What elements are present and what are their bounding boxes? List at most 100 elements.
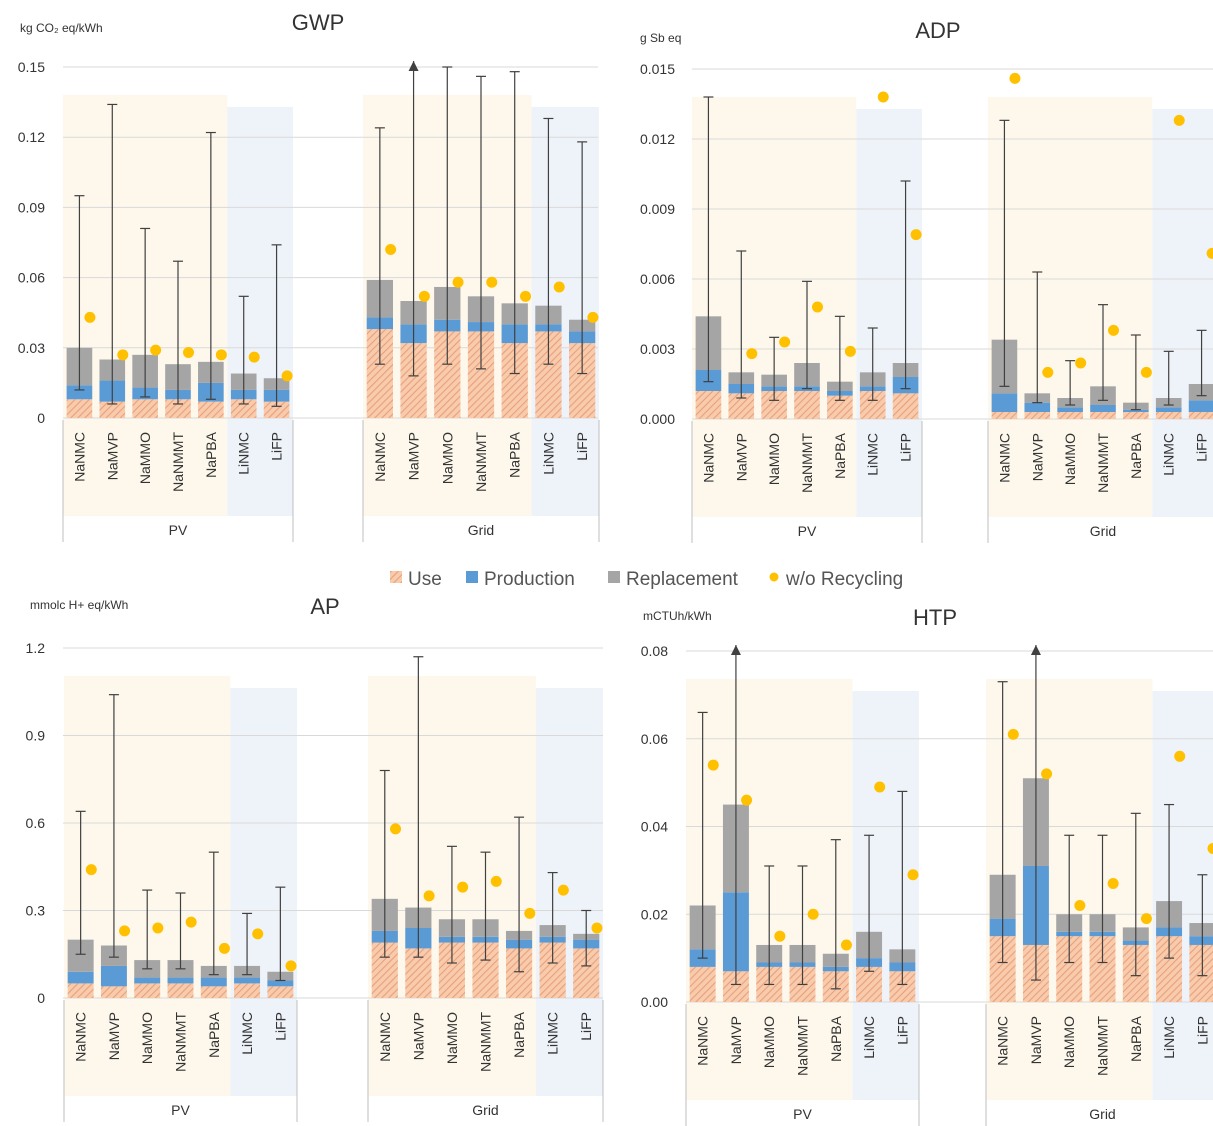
wo-recycling-dot — [877, 91, 889, 103]
group-label: PV — [169, 522, 188, 538]
wo-recycling-dot — [452, 276, 464, 288]
category-label: NaMMO — [139, 1012, 155, 1064]
legend-label-production: Production — [484, 569, 575, 590]
category-label: LiNMC — [239, 1012, 255, 1055]
category-label: NaMMO — [1061, 1016, 1077, 1068]
panel-title: ADP — [915, 18, 960, 43]
wo-recycling-dot — [1075, 357, 1087, 369]
category-label: NaNMC — [372, 432, 388, 482]
bar-segment-production — [200, 977, 227, 987]
y-tick-label: 0.003 — [640, 341, 675, 357]
bar-segment-production — [1057, 407, 1083, 412]
wo-recycling-dot — [812, 301, 824, 313]
bar-segment-production — [1189, 936, 1213, 945]
wo-recycling-dot — [85, 864, 97, 876]
y-axis-unit: kg CO₂ eq/kWh — [20, 21, 103, 35]
group-label: Grid — [1090, 523, 1116, 539]
y-tick-label: 0.03 — [18, 340, 45, 356]
category-label: NaMVP — [410, 1012, 426, 1060]
wo-recycling-dot — [557, 884, 569, 896]
wo-recycling-dot — [385, 244, 397, 256]
category-label: NaMVP — [1029, 433, 1045, 481]
bar-segment-use — [1155, 412, 1182, 419]
y-axis-unit: mmolc H+ eq/kWh — [30, 598, 128, 612]
bar-segment-use — [827, 395, 853, 419]
bar-segment-use — [165, 399, 191, 418]
y-tick-label: 0.00 — [641, 994, 668, 1010]
bar-segment-use — [794, 391, 820, 419]
wo-recycling-dot — [591, 922, 603, 934]
group-label: PV — [171, 1102, 190, 1118]
legend-swatch-production — [466, 571, 478, 583]
wo-recycling-dot — [1174, 750, 1186, 762]
category-label: NaMMO — [439, 432, 455, 484]
category-label: LiNMC — [545, 1012, 561, 1055]
category-label: NaMVP — [106, 1012, 122, 1060]
y-tick-label: 0 — [37, 410, 45, 426]
bar-segment-use — [132, 399, 158, 418]
panel-title: AP — [310, 594, 339, 619]
y-tick-label: 0.02 — [641, 906, 668, 922]
bar-segment-replacement — [1189, 923, 1213, 937]
bar-segment-production — [234, 977, 261, 984]
bar-segment-use — [66, 399, 93, 418]
band-li — [1152, 109, 1213, 517]
category-label: NaNMMT — [795, 1016, 811, 1076]
category-label: NaPBA — [511, 1011, 527, 1058]
y-tick-label: 0.006 — [640, 271, 675, 287]
wo-recycling-dot — [423, 890, 435, 902]
panel-title: HTP — [913, 605, 957, 630]
wo-recycling-dot — [119, 925, 131, 937]
category-label: NaNMMT — [173, 1012, 189, 1072]
category-label: NaNMC — [695, 1016, 711, 1066]
bar-segment-replacement — [1188, 384, 1213, 401]
y-axis-unit: mCTUh/kWh — [643, 609, 712, 623]
y-tick-label: 0.06 — [641, 731, 668, 747]
wo-recycling-dot — [390, 823, 402, 835]
bar-segment-use — [1090, 412, 1116, 419]
bar-segment-production — [991, 393, 1018, 412]
wo-recycling-dot — [84, 311, 96, 323]
bar-segment-production — [67, 971, 94, 984]
wo-recycling-dot — [1107, 878, 1119, 890]
y-tick-label: 0.09 — [18, 199, 45, 215]
wo-recycling-dot — [524, 907, 536, 919]
wo-recycling-dot — [874, 781, 886, 793]
bar-segment-use — [1024, 412, 1051, 419]
category-label: LiNMC — [865, 433, 881, 476]
bar-segment-use — [991, 412, 1018, 419]
category-label: NaNMC — [996, 433, 1012, 483]
category-label: LiNMC — [1161, 1016, 1177, 1059]
bar-segment-production — [1123, 409, 1149, 412]
wo-recycling-dot — [1074, 899, 1086, 911]
wo-recycling-dot — [1140, 366, 1152, 378]
bar-segment-use — [134, 983, 161, 998]
legend-label-wo_recycling: w/o Recycling — [785, 569, 903, 590]
category-label: LiNMC — [540, 432, 556, 475]
bar-segment-production — [167, 977, 194, 984]
band-li — [535, 688, 603, 1096]
wo-recycling-dot — [553, 281, 565, 293]
category-label: NaNMMT — [1095, 433, 1111, 493]
bar-segment-production — [1188, 400, 1213, 412]
category-label: NaNMC — [71, 432, 87, 482]
band-li — [852, 691, 919, 1100]
category-label: NaMMO — [766, 433, 782, 485]
bar-segment-production — [100, 965, 127, 987]
y-tick-label: 0.15 — [18, 59, 45, 75]
legend-label-replacement: Replacement — [626, 569, 739, 590]
wo-recycling-dot — [281, 370, 293, 382]
wo-recycling-dot — [1206, 247, 1213, 259]
wo-recycling-dot — [746, 348, 758, 360]
bar-segment-use — [167, 983, 194, 998]
category-label: NaPBA — [832, 432, 848, 479]
category-label: NaPBA — [206, 1011, 222, 1058]
bar-segment-use — [99, 401, 126, 418]
legend: Use Production Replacement w/o Recycling — [390, 569, 903, 590]
y-tick-label: 0.6 — [26, 815, 46, 831]
error-arrow — [1030, 645, 1041, 655]
category-label: NaMMO — [1062, 433, 1078, 485]
category-label: LiFP — [898, 433, 914, 462]
category-label: NaMVP — [1028, 1016, 1044, 1064]
